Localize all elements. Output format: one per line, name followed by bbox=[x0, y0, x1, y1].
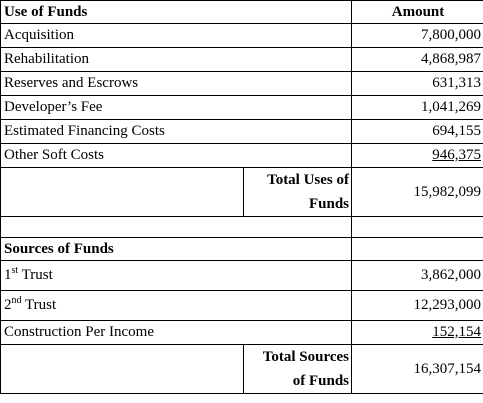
table-row: 1st Trust 3,862,000 bbox=[0, 260, 483, 291]
table-row: 2nd Trust 12,293,000 bbox=[0, 290, 483, 321]
sources-total-spacer bbox=[0, 344, 244, 394]
use-label: Reserves and Escrows bbox=[0, 71, 353, 96]
sources-header-row: Sources of Funds bbox=[0, 237, 483, 261]
use-amount: 694,155 bbox=[351, 119, 483, 144]
uses-total-row: Total Uses of Funds 15,982,099 bbox=[0, 167, 483, 217]
source-label-text: Trust bbox=[18, 267, 53, 283]
table-row: Rehabilitation 4,868,987 bbox=[0, 47, 483, 72]
table-row: Construction Per Income 152,154 bbox=[0, 320, 483, 345]
uses-header-row: Use of Funds Amount bbox=[0, 0, 483, 24]
sources-header-spacer bbox=[351, 237, 483, 261]
sources-total-label: Total Sources of Funds bbox=[242, 344, 353, 394]
source-amount-value: 152,154 bbox=[432, 324, 482, 340]
use-label: Rehabilitation bbox=[0, 47, 353, 72]
source-amount: 12,293,000 bbox=[351, 290, 483, 321]
uses-header-label: Use of Funds bbox=[0, 0, 353, 24]
source-amount: 3,862,000 bbox=[351, 260, 483, 291]
use-label: Other Soft Costs bbox=[0, 143, 353, 168]
blank-cell bbox=[0, 216, 353, 238]
uses-total-spacer bbox=[0, 167, 244, 217]
amount-header: Amount bbox=[351, 0, 483, 24]
uses-total-label: Total Uses of Funds bbox=[242, 167, 353, 217]
uses-total-amount: 15,982,099 bbox=[351, 167, 483, 217]
use-amount: 631,313 bbox=[351, 71, 483, 96]
table-row: Acquisition 7,800,000 bbox=[0, 23, 483, 48]
source-label-text: Trust bbox=[21, 297, 57, 313]
use-label: Acquisition bbox=[0, 23, 353, 48]
source-label: Construction Per Income bbox=[0, 320, 353, 345]
sources-header-label: Sources of Funds bbox=[0, 237, 353, 261]
sources-total-row: Total Sources of Funds 16,307,154 bbox=[0, 344, 483, 394]
source-label: 1st Trust bbox=[0, 260, 353, 291]
use-amount: 4,868,987 bbox=[351, 47, 483, 72]
table-row: Developer’s Fee 1,041,269 bbox=[0, 95, 483, 120]
table-row: Estimated Financing Costs 694,155 bbox=[0, 119, 483, 144]
source-ordinal-suffix: st bbox=[11, 265, 19, 276]
use-amount: 7,800,000 bbox=[351, 23, 483, 48]
source-ordinal: 1 bbox=[4, 267, 12, 283]
funds-table: Use of Funds Amount Acquisition 7,800,00… bbox=[0, 0, 483, 394]
use-amount-value: 946,375 bbox=[432, 147, 482, 163]
source-amount: 152,154 bbox=[351, 320, 483, 345]
table-row: Reserves and Escrows 631,313 bbox=[0, 71, 483, 96]
source-label: 2nd Trust bbox=[0, 290, 353, 321]
table-row: Other Soft Costs 946,375 bbox=[0, 143, 483, 168]
use-amount: 946,375 bbox=[351, 143, 483, 168]
blank-cell bbox=[351, 216, 483, 238]
source-ordinal: 2 bbox=[4, 297, 12, 313]
use-label: Developer’s Fee bbox=[0, 95, 353, 120]
use-amount: 1,041,269 bbox=[351, 95, 483, 120]
use-label: Estimated Financing Costs bbox=[0, 119, 353, 144]
sources-total-amount: 16,307,154 bbox=[351, 344, 483, 394]
source-ordinal-suffix: nd bbox=[11, 295, 22, 306]
blank-row bbox=[0, 216, 483, 238]
